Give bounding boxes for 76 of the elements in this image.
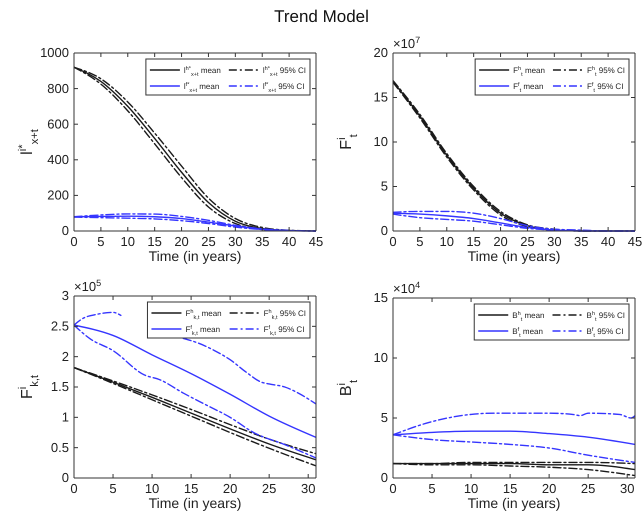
y-tick-label: 2 [62,348,69,364]
legend-label: l$^{h*}$$_{x+t}$ 95% CI [262,65,306,78]
legend-label: F$^{f}$$_{k,t}$ mean [185,324,220,337]
legend-label: B$^{h}$$_{t}$ 95% CI [586,310,625,323]
x-tick-label: 5 [109,481,117,496]
x-tick-label: 20 [174,234,189,250]
x-tick-label: 10 [464,481,478,496]
x-tick-label: 45 [308,234,324,250]
x-tick-label: 10 [440,234,454,250]
y-tick-label: 0 [62,470,69,486]
chart-title: Trend Model [274,7,369,26]
legend-label: B$^{f}$$_{t}$ 95% CI [586,326,624,339]
x-tick-label: 35 [254,234,270,250]
y-tick-label: 10 [374,350,388,366]
x-tick-label: 35 [574,234,588,250]
legend-label: l$^{h*}$$_{x+t}$ mean [184,65,221,78]
y-tick-label: 600 [47,116,69,132]
y-tick-label: 3 [62,288,69,304]
x-axis-title: Time (in years) [148,495,242,511]
x-tick-label: 25 [580,481,596,496]
x-tick-label: 10 [144,481,160,496]
y-tick-label: 1 [62,409,69,424]
x-tick-label: 45 [628,234,642,250]
y-tick-label: 20 [374,45,388,60]
x-tick-label: 25 [520,234,535,250]
x-tick-label: 5 [428,481,436,496]
x-tick-label: 15 [147,234,162,250]
legend-label: F$^{h}$$_{t}$ 95% CI [586,65,625,78]
y-tick-label: 5 [380,178,388,194]
y-tick-label: 800 [47,80,69,96]
legend-label: B$^{f}$$_{t}$ mean [512,326,543,339]
x-tick-label: 15 [502,481,518,496]
legend-label: F$^{f}$$_{t}$ 95% CI [586,81,624,94]
legend-label: F$^{h}$$_{k,t}$ mean [185,308,222,321]
x-tick-label: 20 [222,481,238,496]
y-tick-label: 400 [47,152,69,167]
x-tick-label: 30 [547,234,562,250]
x-axis-title: Time (in years) [468,248,560,264]
x-tick-label: 30 [620,481,634,496]
x-tick-label: 40 [282,234,296,250]
y-tick-label: 15 [374,90,388,105]
legend-label: F$^{h}$$_{t}$ mean [513,65,545,78]
x-tick-label: 5 [416,234,424,250]
legend-label: l$^{f*}$$_{x+t}$ mean [184,81,220,94]
x-tick-label: 30 [228,234,243,250]
x-tick-label: 20 [493,234,508,250]
x-axis-title: Time (in years) [148,248,242,264]
y-tick-label: 5 [380,410,388,426]
x-tick-label: 25 [262,481,276,496]
y-tick-label: 0 [62,223,69,238]
x-tick-label: 25 [201,234,216,250]
y-tick-label: 0.5 [50,440,69,455]
legend-label: l$^{f*}$$_{x+t}$ 95% CI [262,81,304,94]
x-tick-label: 20 [542,481,556,496]
y-tick-label: 2.5 [50,318,69,334]
legend-label: B$^{h}$$_{t}$ mean [512,310,544,323]
x-tick-label: 10 [120,234,136,250]
x-tick-label: 30 [300,481,316,496]
legend-label: F$^{h}$$_{k,t}$ 95% CI [264,308,306,321]
text: ×10$^{5}$ [74,278,102,294]
x-tick-label: 15 [184,481,198,496]
x-tick-label: 40 [600,234,616,250]
y-tick-label: 1000 [40,45,69,60]
y-tick-label: 0 [380,470,388,486]
y-tick-label: 0 [380,223,388,238]
x-axis-title: Time (in years) [468,495,560,511]
y-tick-label: 15 [374,290,388,306]
y-tick-label: 10 [374,134,388,150]
x-tick-label: 15 [466,234,481,250]
legend-label: F$^{f}$$_{t}$ mean [513,81,544,94]
y-tick-label: 1.5 [50,379,69,394]
text: ×10$^{7}$ [393,35,420,51]
text: ×10$^{4}$ [393,280,420,296]
x-tick-label: 5 [97,234,105,250]
legend-label: F$^{f}$$_{k,t}$ 95% CI [264,324,304,337]
y-tick-label: 200 [47,188,69,203]
